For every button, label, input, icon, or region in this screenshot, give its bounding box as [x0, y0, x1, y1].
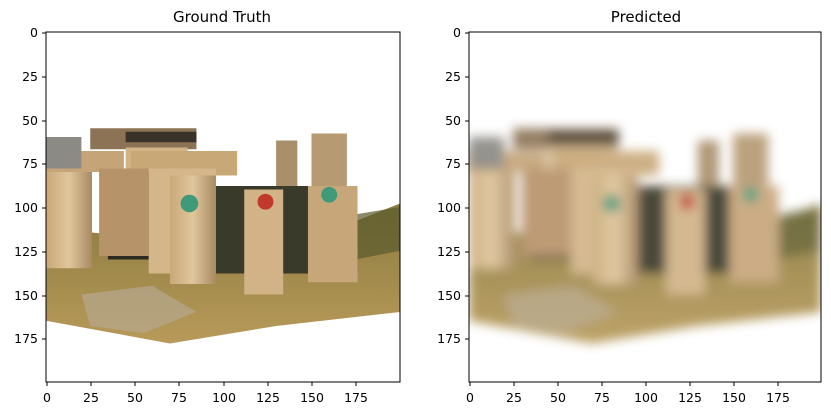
x-tick-label: 50: [550, 390, 566, 405]
x-tick-label: 150: [722, 390, 746, 405]
y-tick-label: 25: [445, 69, 461, 84]
predicted-image: [469, 32, 821, 382]
y-axis-ticks: 0 25 50 75 100 125 150 175: [437, 25, 469, 346]
x-tick-label: 175: [344, 390, 368, 405]
y-tick-label: 175: [14, 331, 38, 346]
x-tick-label: 0: [466, 390, 474, 405]
y-tick-label: 0: [30, 25, 38, 40]
x-tick-label: 25: [83, 390, 99, 405]
y-tick-label: 100: [14, 200, 38, 215]
panel-title: Predicted: [611, 8, 681, 26]
y-tick-label: 25: [22, 69, 38, 84]
x-tick-label: 0: [43, 390, 51, 405]
x-tick-label: 75: [594, 390, 610, 405]
x-tick-label: 25: [506, 390, 522, 405]
x-axis-ticks: 0 25 50 75 100 125 150 175: [43, 382, 368, 405]
y-tick-label: 75: [445, 156, 461, 171]
y-tick-label: 50: [22, 113, 38, 128]
y-tick-label: 0: [453, 25, 461, 40]
x-tick-label: 175: [766, 390, 790, 405]
y-tick-label: 150: [14, 288, 38, 303]
x-axis-ticks: 0 25 50 75 100 125 150 175: [466, 382, 790, 405]
panel-title: Ground Truth: [173, 8, 271, 26]
x-tick-label: 100: [212, 390, 236, 405]
x-tick-label: 150: [300, 390, 324, 405]
y-tick-label: 50: [445, 113, 461, 128]
ground-truth-image: [46, 32, 400, 382]
x-tick-label: 100: [634, 390, 658, 405]
y-tick-label: 125: [14, 244, 38, 259]
x-tick-label: 125: [678, 390, 702, 405]
x-tick-label: 125: [256, 390, 280, 405]
x-tick-label: 50: [127, 390, 143, 405]
y-tick-label: 100: [437, 200, 461, 215]
y-tick-label: 150: [437, 288, 461, 303]
y-tick-label: 125: [437, 244, 461, 259]
x-tick-label: 75: [171, 390, 187, 405]
y-tick-label: 175: [437, 331, 461, 346]
y-axis-ticks: 0 25 50 75 100 125 150 175: [14, 25, 46, 346]
y-tick-label: 75: [22, 156, 38, 171]
